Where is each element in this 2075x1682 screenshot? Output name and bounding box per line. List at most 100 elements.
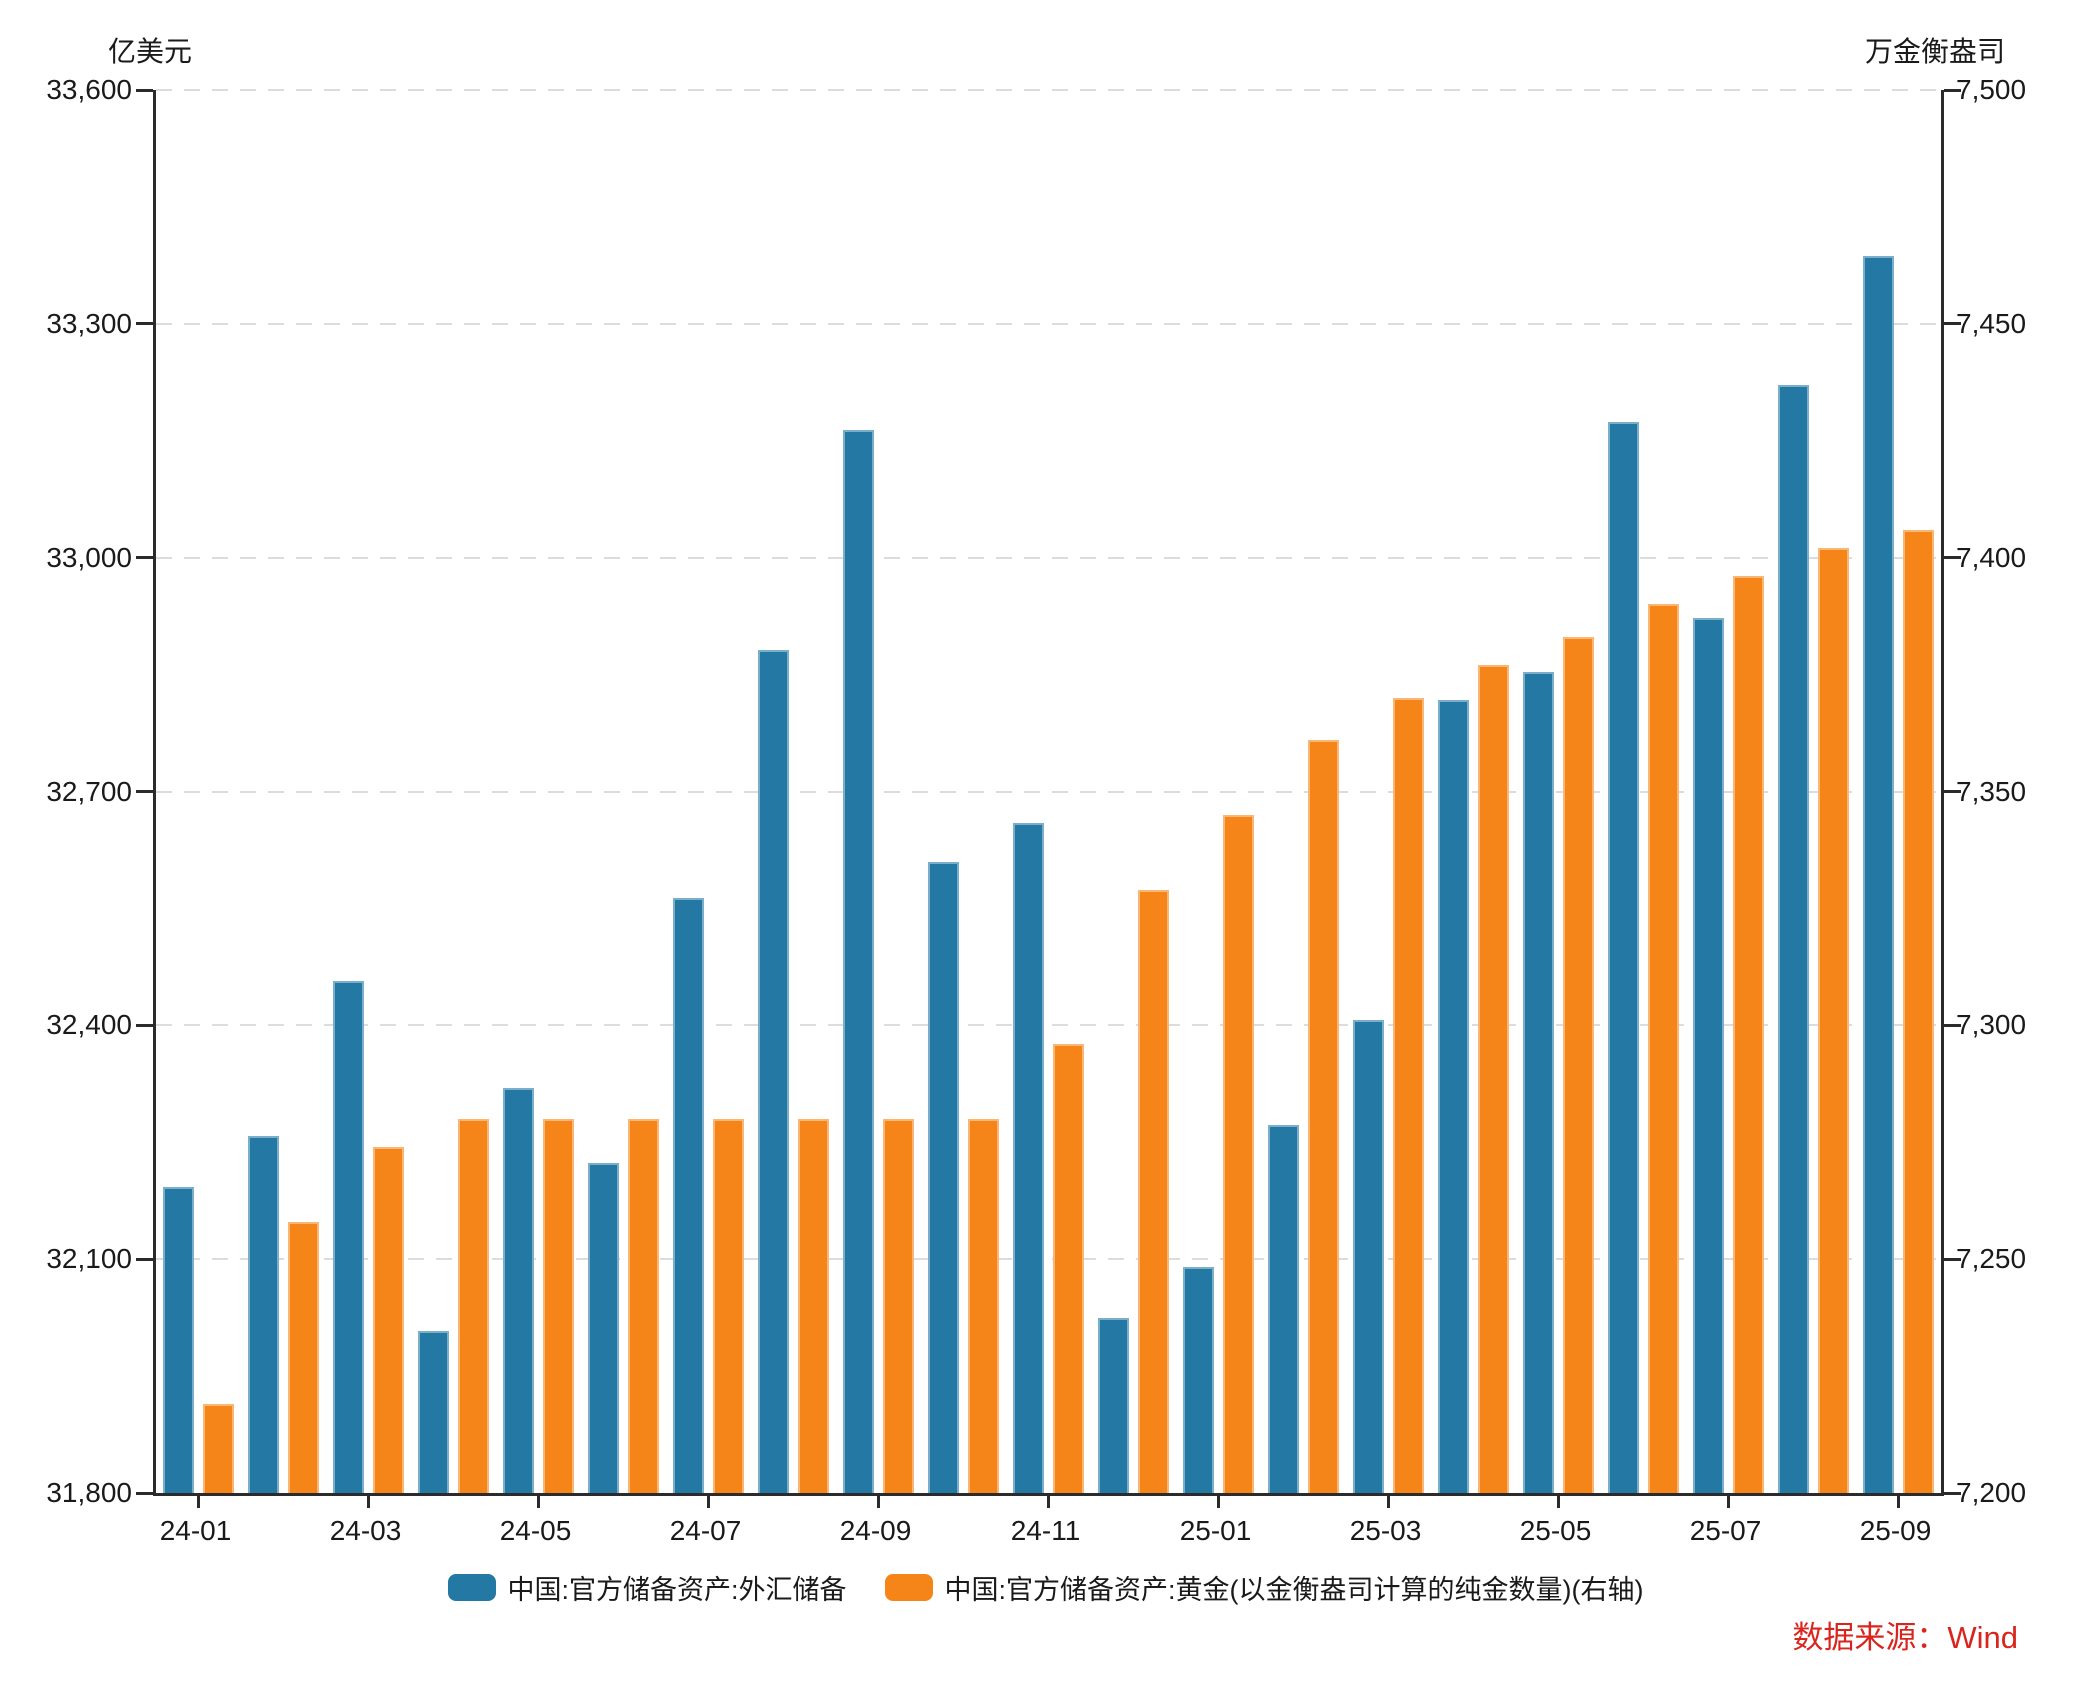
bar-fx-reserves-24-04 [418,1330,449,1493]
x-axis-tick-label: 24-07 [669,1515,742,1546]
x-axis-tick-label: 25-07 [1689,1515,1762,1546]
right-axis-tick-mark [1944,790,1961,793]
right-axis-tick-labels: 7,500 7,450 7,400 7,350 7,300 7,250 7,200 [1956,74,2075,1508]
bar-gold-24-01 [203,1404,234,1493]
x-axis-tick-label: 24-05 [499,1515,572,1546]
bar-fx-reserves-24-01 [163,1186,194,1493]
right-axis-tick-label: 7,200 [1956,1477,2027,1508]
right-axis-unit-label: 万金衡盎司 [1865,36,2006,67]
x-axis-tick-label: 24-09 [839,1515,912,1546]
x-axis-tick-mark [877,1493,880,1508]
bar-gold-25-07 [1733,576,1764,1493]
bar-gold-24-05 [543,1118,574,1493]
bar-gold-24-06 [628,1118,659,1493]
gridline [156,89,1941,91]
legend-item-gold: 中国:官方储备资产:黄金(以金衡盎司计算的纯金数量)(右轴) [884,1568,1644,1607]
left-axis-unit-label: 亿美元 [108,36,193,67]
x-axis-tick-mark [367,1493,370,1508]
gridline [156,1024,1941,1027]
right-axis-tick-mark [1944,556,1961,560]
x-axis-tick-mark [537,1493,540,1508]
right-axis-tick-mark [1944,1023,1961,1027]
right-axis-tick-label: 7,500 [1956,74,2027,105]
legend-swatch-fx-reserves [447,1573,496,1601]
left-axis-tick-mark [136,790,153,793]
bar-gold-24-10 [968,1118,999,1493]
bar-fx-reserves-25-02 [1268,1125,1299,1493]
gridline [156,790,1941,793]
bar-fx-reserves-25-08 [1778,384,1809,1493]
x-axis-tick-label: 25-01 [1179,1515,1252,1546]
gridline [156,556,1941,559]
right-axis-tick-mark [1944,88,1961,92]
right-axis-tick-mark [1944,1257,1961,1261]
bar-gold-24-04 [458,1118,489,1493]
legend-label-gold: 中国:官方储备资产:黄金(以金衡盎司计算的纯金数量)(右轴) [944,1574,1644,1605]
bar-gold-24-09 [883,1118,914,1493]
bar-fx-reserves-24-12 [1098,1318,1129,1493]
right-axis-tick-label: 7,350 [1956,775,2027,807]
bar-fx-reserves-24-06 [588,1162,619,1493]
bar-gold-24-03 [373,1146,404,1493]
bar-fx-reserves-25-05 [1523,672,1554,1493]
x-axis-tick-mark [1387,1493,1390,1508]
bar-gold-24-11 [1053,1044,1084,1493]
bar-fx-reserves-25-06 [1608,422,1639,1493]
left-axis-tick-mark [136,322,153,326]
right-axis-tick-label: 7,400 [1956,541,2027,573]
left-axis-tick-mark [136,1257,153,1261]
left-axis-tick-labels: 33,600 33,300 33,000 32,700 32,400 32,100 31,8… [0,74,132,1508]
legend-item-fx-reserves: 中国:官方储备资产:外汇储备 [447,1568,847,1607]
x-axis-tick-mark [1217,1493,1220,1508]
bar-fx-reserves-25-03 [1353,1019,1384,1493]
right-axis-tick-label: 7,300 [1956,1009,2027,1041]
x-axis-tick-label: 25-05 [1519,1515,1592,1546]
left-axis-tick-mark [136,1023,153,1027]
left-axis-tick-label: 32,400 [46,1009,132,1041]
bar-fx-reserves-24-11 [1013,823,1044,1493]
data-source-note: 数据来源：Wind [1792,1620,2018,1655]
right-axis-tick-label: 7,450 [1956,307,2027,339]
bar-gold-25-06 [1648,604,1679,1493]
bar-fx-reserves-25-01 [1183,1266,1214,1493]
bar-gold-24-08 [798,1118,829,1493]
bar-fx-reserves-25-07 [1693,618,1724,1493]
gridline [156,322,1941,325]
bar-fx-reserves-25-09 [1863,256,1894,1493]
x-axis-tick-label: 25-03 [1349,1515,1422,1546]
bar-gold-24-12 [1138,889,1169,1493]
bar-fx-reserves-24-07 [673,897,704,1493]
left-axis-tick-label: 33,300 [46,307,132,339]
bar-gold-25-01 [1223,814,1254,1493]
plot-area [136,88,1961,1508]
right-axis-tick-mark [1944,1491,1961,1495]
bar-gold-25-02 [1308,740,1339,1493]
bar-fx-reserves-24-10 [928,861,959,1493]
bar-gold-25-04 [1478,665,1509,1493]
x-axis-tick-mark [1047,1493,1050,1508]
bar-gold-25-08 [1818,548,1849,1493]
bar-gold-25-03 [1393,697,1424,1493]
left-axis-tick-mark [136,88,153,92]
left-axis-tick-mark [136,1491,153,1495]
bar-fx-reserves-24-03 [333,980,364,1493]
x-axis-tick-mark [1897,1493,1900,1508]
legend: 中国:官方储备资产:外汇储备 中国:官方储备资产:黄金(以金衡盎司计算的纯金数量… [153,1566,1938,1608]
legend-label-fx-reserves: 中国:官方储备资产:外汇储备 [507,1574,847,1605]
right-axis-tick-mark [1944,322,1961,326]
bar-gold-24-07 [713,1118,744,1493]
x-axis-tick-label: 25-09 [1859,1515,1932,1546]
bar-fx-reserves-24-09 [843,429,874,1493]
x-axis-tick-label: 24-03 [329,1515,402,1546]
bar-fx-reserves-24-02 [248,1136,279,1493]
bar-gold-25-09 [1903,529,1934,1493]
left-axis-tick-label: 32,100 [46,1243,132,1275]
left-axis-tick-label: 33,000 [46,541,132,573]
x-axis-tick-mark [197,1493,200,1508]
bar-gold-25-05 [1563,637,1594,1493]
left-axis-tick-label: 32,700 [46,775,132,807]
left-axis-tick-label: 33,600 [46,74,132,105]
x-axis-tick-mark [1727,1493,1730,1508]
left-axis-tick-label: 31,800 [46,1477,132,1508]
